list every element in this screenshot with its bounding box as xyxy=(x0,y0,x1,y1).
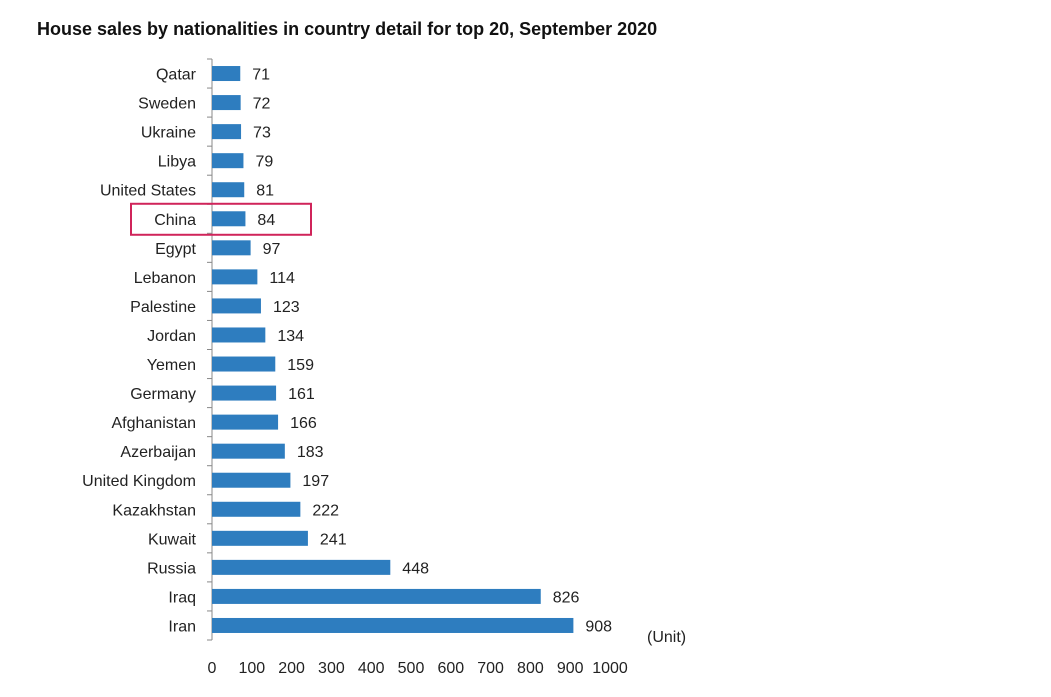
x-tick-label: 400 xyxy=(358,660,385,677)
category-label: Kazakhstan xyxy=(112,502,196,519)
data-label: 72 xyxy=(253,96,271,113)
category-label: Ukraine xyxy=(141,125,196,142)
data-label: 241 xyxy=(320,531,347,548)
x-tick-label: 1000 xyxy=(592,660,628,677)
x-tick-label: 100 xyxy=(238,660,265,677)
category-label: China xyxy=(154,212,196,229)
category-label: United Kingdom xyxy=(82,473,196,490)
category-label: Lebanon xyxy=(134,270,196,287)
bar xyxy=(212,617,574,633)
bar xyxy=(212,588,541,604)
data-label: 79 xyxy=(255,154,273,171)
bar xyxy=(212,530,308,546)
category-label: Libya xyxy=(158,154,196,171)
x-tick-label: 700 xyxy=(477,660,504,677)
x-tick-label: 900 xyxy=(557,660,584,677)
unit-label: (Unit) xyxy=(647,629,686,646)
data-label: 161 xyxy=(288,386,315,403)
category-label: Kuwait xyxy=(148,531,197,548)
data-label: 123 xyxy=(273,299,300,316)
category-label: Iraq xyxy=(168,589,196,606)
category-label: Sweden xyxy=(138,96,196,113)
chart-title: House sales by nationalities in country … xyxy=(37,19,658,39)
bar xyxy=(212,385,277,401)
x-tick-label: 500 xyxy=(398,660,425,677)
chart-labels: 0 100 200 300 400 500 600 700 800 900 1000 (Unit) Qa… xyxy=(82,67,686,677)
data-label: 908 xyxy=(585,618,612,635)
category-label: Germany xyxy=(130,386,196,403)
category-label: Iran xyxy=(168,618,196,635)
data-label: 71 xyxy=(252,67,270,84)
bar xyxy=(212,501,301,517)
x-tick-label: 800 xyxy=(517,660,544,677)
data-label: 197 xyxy=(302,473,329,490)
category-label: Afghanistan xyxy=(111,415,196,432)
x-tick-label: 0 xyxy=(208,660,217,677)
bar xyxy=(212,66,241,82)
bar xyxy=(212,182,245,198)
bar xyxy=(212,124,242,140)
data-label: 183 xyxy=(297,444,324,461)
category-label: Azerbaijan xyxy=(120,444,196,461)
category-label: United States xyxy=(100,183,196,200)
bar xyxy=(212,269,258,285)
x-tick-label: 200 xyxy=(278,660,305,677)
data-label: 448 xyxy=(402,560,429,577)
chart-bars xyxy=(212,66,574,633)
chart-axes xyxy=(207,58,213,641)
data-label: 84 xyxy=(257,212,275,229)
x-tick-label: 600 xyxy=(437,660,464,677)
bar xyxy=(212,356,276,372)
data-label: 166 xyxy=(290,415,317,432)
x-tick-label: 300 xyxy=(318,660,345,677)
bar xyxy=(212,298,261,314)
data-label: 73 xyxy=(253,125,271,142)
bar xyxy=(212,443,285,459)
data-label: 826 xyxy=(553,589,580,606)
category-label: Egypt xyxy=(155,241,196,258)
bar xyxy=(212,95,241,111)
data-label: 134 xyxy=(277,328,304,345)
category-label: Yemen xyxy=(147,357,196,374)
data-label: 159 xyxy=(287,357,314,374)
data-label: 97 xyxy=(263,241,281,258)
bar xyxy=(212,240,251,256)
highlight-box xyxy=(130,202,312,236)
data-label: 81 xyxy=(256,183,274,200)
category-label: Palestine xyxy=(130,299,196,316)
category-label: Russia xyxy=(147,560,196,577)
category-label: Jordan xyxy=(147,328,196,345)
data-label: 114 xyxy=(269,270,295,287)
data-label: 222 xyxy=(312,502,339,519)
bar xyxy=(212,472,291,488)
bar xyxy=(212,211,246,227)
bar xyxy=(212,153,244,169)
bar xyxy=(212,414,279,430)
category-label: Qatar xyxy=(156,67,197,84)
bar xyxy=(212,559,391,575)
bar xyxy=(212,327,266,343)
